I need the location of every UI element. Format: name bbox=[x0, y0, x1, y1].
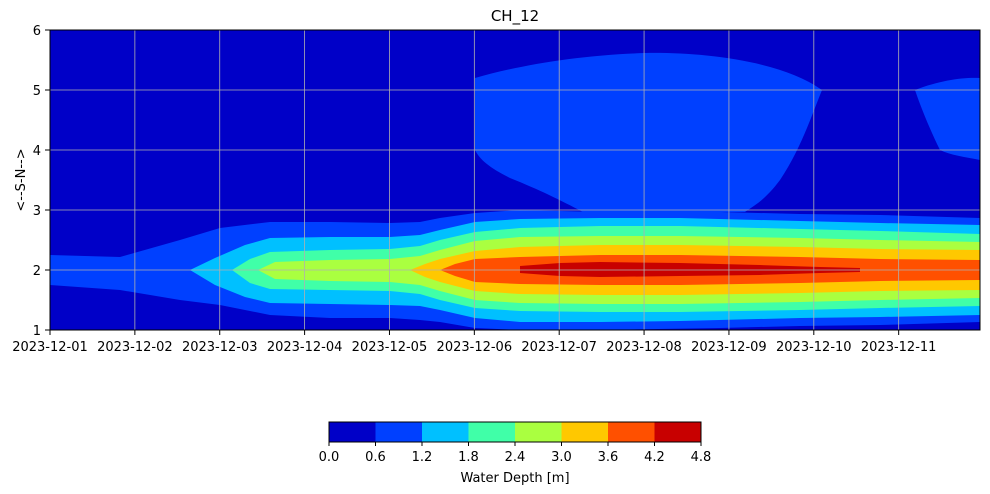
chart-title: CH_12 bbox=[491, 7, 539, 26]
colorbar-tick-label: 1.2 bbox=[412, 450, 433, 465]
colorbar-tick-label: 2.4 bbox=[505, 450, 526, 465]
x-tick-label: 2023-12-04 bbox=[267, 340, 343, 355]
colorbar-swatch bbox=[468, 422, 515, 442]
y-tick-label: 4 bbox=[33, 144, 41, 159]
x-tick-label: 2023-12-10 bbox=[776, 340, 852, 355]
colorbar-label: Water Depth [m] bbox=[460, 471, 569, 486]
colorbar-tick-label: 0.0 bbox=[319, 450, 340, 465]
y-tick-label: 6 bbox=[33, 24, 41, 39]
plot-area bbox=[50, 30, 980, 330]
x-tick-label: 2023-12-03 bbox=[182, 340, 258, 355]
colorbar-swatch bbox=[561, 422, 608, 442]
colorbar-swatch bbox=[515, 422, 562, 442]
x-tick-label: 2023-12-07 bbox=[521, 340, 597, 355]
colorbar-tick-label: 1.8 bbox=[458, 450, 479, 465]
y-axis-label: <--S-N--> bbox=[14, 148, 29, 211]
colorbar-tick-label: 4.8 bbox=[691, 450, 712, 465]
x-tick-label: 2023-12-01 bbox=[12, 340, 88, 355]
y-tick-label: 3 bbox=[33, 204, 41, 219]
colorbar-swatch bbox=[608, 422, 655, 442]
plot-frame bbox=[49, 29, 981, 331]
colorbar: 0.0 0.6 1.2 1.8 2.4 3.0 3.6 4.2 4.8 bbox=[319, 421, 712, 465]
grid-lines bbox=[50, 30, 980, 330]
north-secondary-region-east bbox=[915, 77, 980, 160]
colorbar-swatch bbox=[422, 422, 469, 442]
y-axis: 1 2 3 4 5 6 bbox=[33, 24, 50, 339]
colorbar-swatch bbox=[329, 422, 376, 442]
x-tick-label: 2023-12-11 bbox=[861, 340, 937, 355]
colorbar-tick-label: 0.6 bbox=[365, 450, 386, 465]
y-tick-label: 1 bbox=[33, 324, 41, 339]
x-axis: 2023-12-01 2023-12-02 2023-12-03 2023-12-04… bbox=[12, 330, 936, 355]
colorbar-tick-label: 3.6 bbox=[598, 450, 619, 465]
colorbar-tick-label: 3.0 bbox=[551, 450, 572, 465]
x-tick-label: 2023-12-05 bbox=[352, 340, 428, 355]
x-tick-label: 2023-12-02 bbox=[97, 340, 173, 355]
colorbar-swatch bbox=[654, 422, 701, 442]
y-tick-label: 5 bbox=[33, 84, 41, 99]
colorbar-swatch bbox=[375, 422, 422, 442]
depth-band-4.2 bbox=[520, 262, 860, 277]
x-tick-label: 2023-12-08 bbox=[606, 340, 682, 355]
north-secondary-region bbox=[475, 52, 822, 213]
x-tick-label: 2023-12-09 bbox=[691, 340, 767, 355]
colorbar-tick-label: 4.2 bbox=[644, 450, 665, 465]
y-tick-label: 2 bbox=[33, 264, 41, 279]
x-tick-label: 2023-12-06 bbox=[437, 340, 513, 355]
